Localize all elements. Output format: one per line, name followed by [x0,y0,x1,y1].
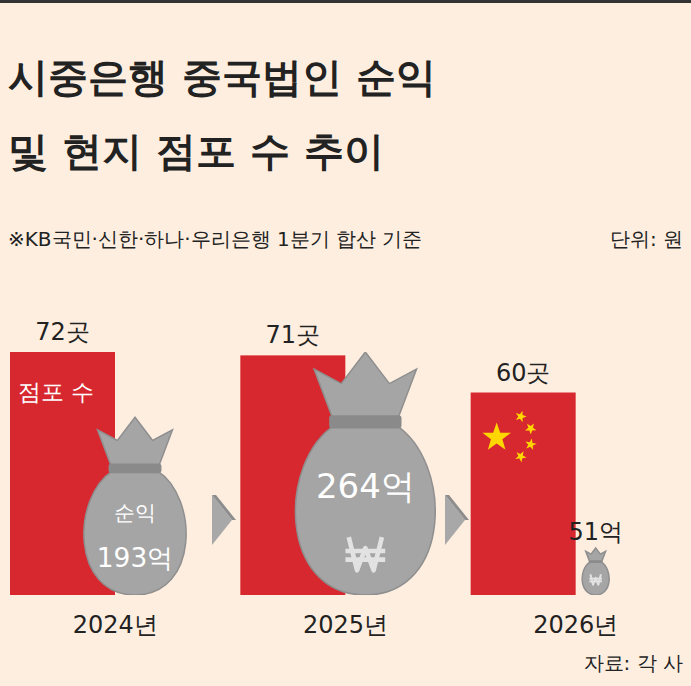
svg-text:60곳: 60곳 [496,359,551,387]
svg-text:점포 수: 점포 수 [18,379,94,405]
svg-text:264억: 264억 [316,466,415,506]
svg-text:72곳: 72곳 [35,318,90,346]
svg-text:193억: 193억 [97,542,173,573]
svg-text:71곳: 71곳 [266,321,321,349]
svg-text:51억: 51억 [568,518,623,546]
svg-text:2026년: 2026년 [533,611,618,639]
html-text:자료: 각 사: 자료: 각 사 [583,651,683,675]
html-text:단위: 원: 단위: 원 [609,227,683,251]
html-text:※KB국민·신한·하나·우리은행 1분기 합산 기준: ※KB국민·신한·하나·우리은행 1분기 합산 기준 [8,227,423,251]
html-text:시중은행 중국법인 순익 및 현지 점포 수 추이: 시중은행 중국법인 순익 및 현지 점포 수 추이 [8,54,436,174]
svg-text:2025년: 2025년 [303,611,388,639]
svg-text:2024년: 2024년 [73,611,158,639]
svg-text:순익: 순익 [114,500,156,525]
